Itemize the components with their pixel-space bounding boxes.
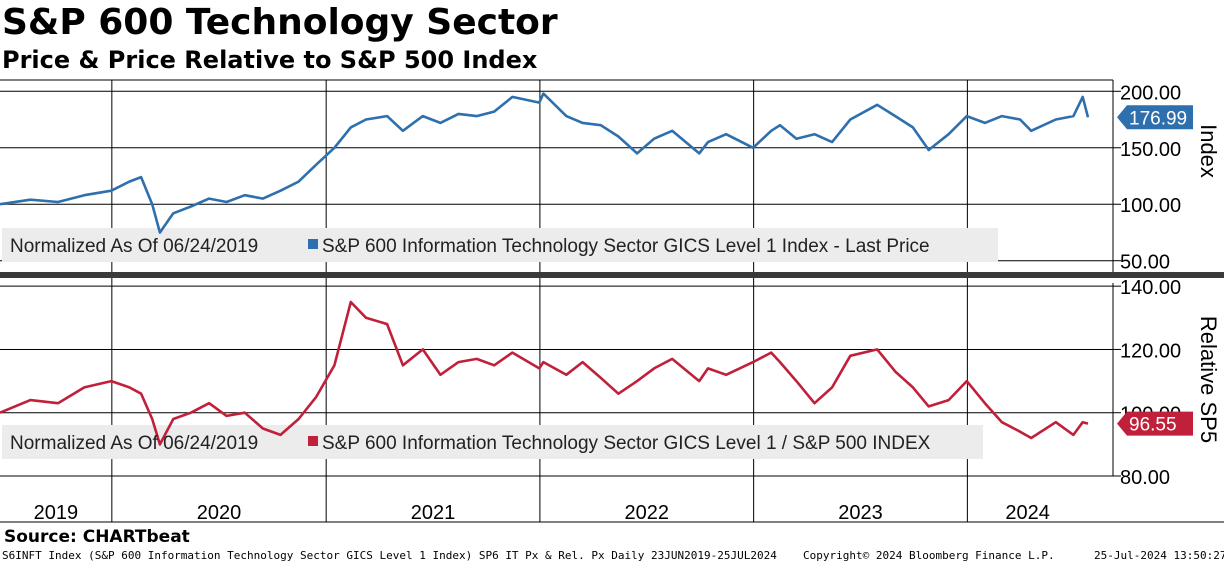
x-tick-label: 2019	[34, 502, 79, 524]
price-series-line	[0, 92, 1090, 234]
last-value-badge	[1117, 105, 1193, 130]
x-tick-label: 2020	[197, 502, 242, 524]
legend-box	[2, 228, 998, 262]
footer-timestamp: 25-Jul-2024 13:50:27	[1094, 549, 1224, 562]
y-tick-label: 80.00	[1120, 467, 1170, 489]
y-tick-label: 50.00	[1120, 252, 1170, 274]
legend-swatch	[308, 436, 318, 446]
chart-title: S&P 600 Technology Sector	[2, 2, 558, 43]
y-tick-label: 200.00	[1120, 82, 1181, 104]
chart-subtitle: Price & Price Relative to S&P 500 Index	[2, 46, 538, 74]
footer-description: S6INFT Index (S&P 600 Information Techno…	[2, 549, 777, 562]
legend-prefix: Normalized As Of 06/24/2019	[10, 236, 258, 257]
y-tick-label: 100.00	[1120, 195, 1181, 217]
legend-box	[2, 425, 983, 459]
y-axis-title: Relative SP5	[1196, 316, 1221, 443]
y-tick-label: 150.00	[1120, 139, 1181, 161]
last-value-label: 176.99	[1129, 108, 1187, 129]
y-axis-title: Index	[1196, 124, 1221, 178]
x-tick-label: 2024	[1005, 502, 1050, 524]
x-tick-label: 2022	[625, 502, 670, 524]
panel-separator	[0, 272, 1224, 278]
legend-series-name: S&P 600 Information Technology Sector GI…	[322, 236, 930, 257]
last-value-label: 96.55	[1129, 415, 1177, 436]
relative-series-line	[0, 300, 1089, 446]
legend-series-name: S&P 600 Information Technology Sector GI…	[322, 433, 931, 454]
x-tick-label: 2021	[411, 502, 456, 524]
legend-prefix: Normalized As Of 06/24/2019	[10, 433, 258, 454]
source-label: Source: CHARTbeat	[4, 527, 190, 547]
legend-swatch	[308, 239, 318, 249]
y-tick-label: 140.00	[1120, 277, 1181, 299]
x-tick-label: 2023	[838, 502, 883, 524]
footer-copyright: Copyright© 2024 Bloomberg Finance L.P.	[803, 549, 1055, 562]
last-value-badge	[1117, 411, 1193, 436]
y-tick-label: 120.00	[1120, 340, 1181, 362]
